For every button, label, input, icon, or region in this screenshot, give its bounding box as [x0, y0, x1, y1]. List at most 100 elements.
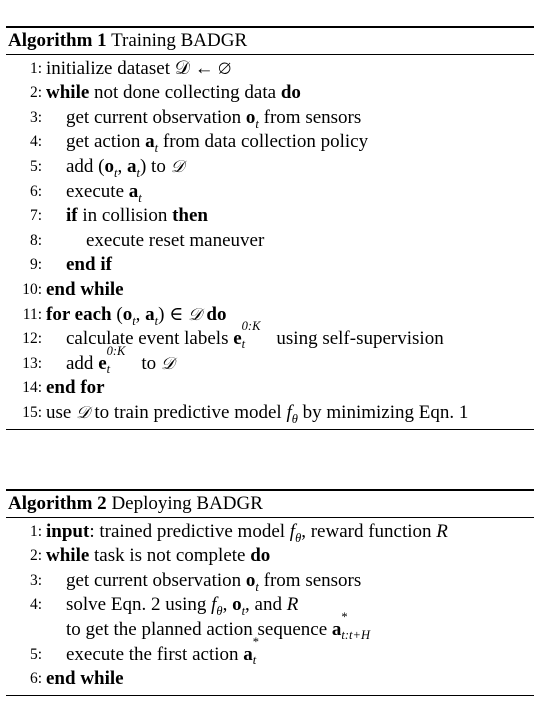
algo-line: 11: for each (ot, at) ∈ 𝒟 do	[6, 303, 534, 328]
subscript: t	[154, 313, 159, 328]
algorithm-2-caption: Algorithm 2 Deploying BADGR	[6, 491, 534, 517]
line-text: to get the planned action sequence a * t:t…	[66, 609, 370, 642]
top-rule	[6, 489, 534, 491]
math-symbol: e	[98, 352, 107, 374]
statement: to train predictive model	[94, 401, 282, 423]
punctuation: ,	[222, 594, 228, 616]
line-text: get current observation ot from sensors	[66, 569, 361, 594]
line-number: 6:	[29, 670, 42, 688]
line-text: while task is not complete do	[46, 544, 270, 569]
punctuation: ,	[117, 155, 123, 177]
math-symbol: R	[286, 594, 299, 616]
line-text: initialize dataset 𝒟 ← ∅	[46, 57, 231, 79]
statement: use	[46, 401, 72, 423]
subscript: t	[255, 116, 259, 131]
algo-line: 15: use 𝒟 to train predictive model fθ b…	[6, 401, 534, 426]
keyword: while	[46, 545, 90, 567]
statement: to	[141, 352, 157, 374]
algo-line: 12: calculate event labels e 0:K t using s…	[6, 319, 534, 352]
algorithm-title: Training BADGR	[111, 29, 248, 51]
line-text: get current observation ot from sensors	[66, 106, 361, 131]
keyword: do	[280, 82, 301, 104]
line-text: add e 0:K t to 𝒟	[66, 343, 175, 376]
subscript: t	[154, 141, 159, 156]
math-symbol: a	[331, 618, 342, 640]
line-number: 8:	[29, 231, 42, 249]
math-symbol: o	[122, 303, 133, 325]
keyword: do	[250, 545, 271, 567]
line-number: 2:	[29, 84, 42, 102]
statement: from sensors	[263, 106, 362, 128]
line-text: execute at	[66, 180, 142, 205]
line-number: 4:	[29, 596, 42, 614]
line-text: end while	[46, 668, 124, 690]
line-text: if in collision then	[66, 204, 208, 229]
math-symbol: a	[145, 303, 155, 325]
statement: by minimizing Eqn. 1	[302, 401, 469, 423]
line-number: 12:	[22, 330, 42, 348]
algo-line: 3: get current observation ot from senso…	[6, 569, 534, 594]
line-number: 5:	[29, 645, 42, 663]
statement: from sensors	[263, 569, 362, 591]
line-number: 6:	[29, 182, 42, 200]
keyword: if	[66, 205, 78, 227]
keyword: for each	[46, 303, 112, 325]
algo-line: 3: get current observation ot from senso…	[6, 106, 534, 131]
statement: , reward function	[301, 520, 432, 542]
dataset-symbol: 𝒟	[188, 304, 202, 325]
algo-line: 5: execute the first action a * t	[6, 634, 534, 668]
statement: calculate event labels	[66, 328, 229, 350]
line-text: use 𝒟 to train predictive model fθ by mi…	[46, 401, 468, 426]
statement: get current observation	[66, 106, 242, 128]
statement: solve Eqn. 2 using	[66, 594, 207, 616]
algo-line: 6: end while	[6, 667, 534, 692]
math-symbol: a	[128, 180, 139, 202]
algorithm-2-body: 1: input: trained predictive model fθ, r…	[6, 518, 534, 695]
dataset-symbol: 𝒟	[170, 156, 185, 177]
subscript: θ	[295, 530, 302, 545]
line-text: solve Eqn. 2 using fθ, ot, and R	[66, 593, 298, 618]
statement: using self-supervision	[276, 328, 444, 350]
line-text: end for	[46, 377, 105, 399]
math-symbol: a	[145, 131, 155, 153]
math-symbol: o	[245, 106, 256, 128]
math-symbol: e	[233, 328, 242, 350]
algo-line: 2: while not done collecting data do	[6, 81, 534, 106]
line-number: 1:	[29, 522, 42, 540]
line-number: 15:	[22, 403, 42, 421]
subscript: t	[138, 190, 142, 205]
math-symbol: o	[245, 569, 256, 591]
statement: execute the first action	[66, 643, 239, 665]
statement: not done collecting data	[94, 82, 277, 104]
line-text: calculate event labels e 0:K t using self-…	[66, 319, 444, 352]
line-text: while not done collecting data do	[46, 81, 301, 106]
subscript: t	[132, 313, 136, 328]
line-text: get action at from data collection polic…	[66, 130, 368, 155]
algo-line: 14: end for	[6, 376, 534, 401]
statement: (	[116, 303, 123, 325]
statement: to get the planned action sequence	[66, 618, 328, 640]
algorithm-1-body: 1: initialize dataset 𝒟 ← ∅ 2: while not…	[6, 55, 534, 429]
statement: execute	[66, 180, 125, 202]
line-text: execute the first action a * t	[66, 634, 260, 667]
algorithm-2: Algorithm 2 Deploying BADGR 1: input: tr…	[6, 489, 534, 696]
subscript: θ	[291, 411, 298, 426]
algorithm-title: Deploying BADGR	[111, 492, 263, 514]
top-rule	[6, 26, 534, 28]
statement: ) to	[139, 155, 166, 177]
statement: in collision	[82, 205, 168, 227]
line-text: input: trained predictive model fθ, rewa…	[46, 520, 448, 545]
algo-line: 8: execute reset maneuver	[6, 229, 534, 254]
subscript: t	[114, 165, 118, 180]
caption-rule	[6, 53, 534, 55]
bottom-rule	[6, 694, 534, 696]
line-text: end if	[66, 254, 112, 276]
keyword: input	[46, 520, 90, 542]
line-text: for each (ot, at) ∈ 𝒟 do	[46, 303, 226, 328]
statement: ) ∈	[158, 303, 184, 325]
dataset-symbol: 𝒟	[160, 353, 175, 374]
algorithm-label: Algorithm 1	[8, 29, 107, 51]
line-number: 11:	[22, 305, 42, 323]
algo-line: 7: if in collision then	[6, 204, 534, 229]
line-number: 7:	[29, 207, 42, 225]
